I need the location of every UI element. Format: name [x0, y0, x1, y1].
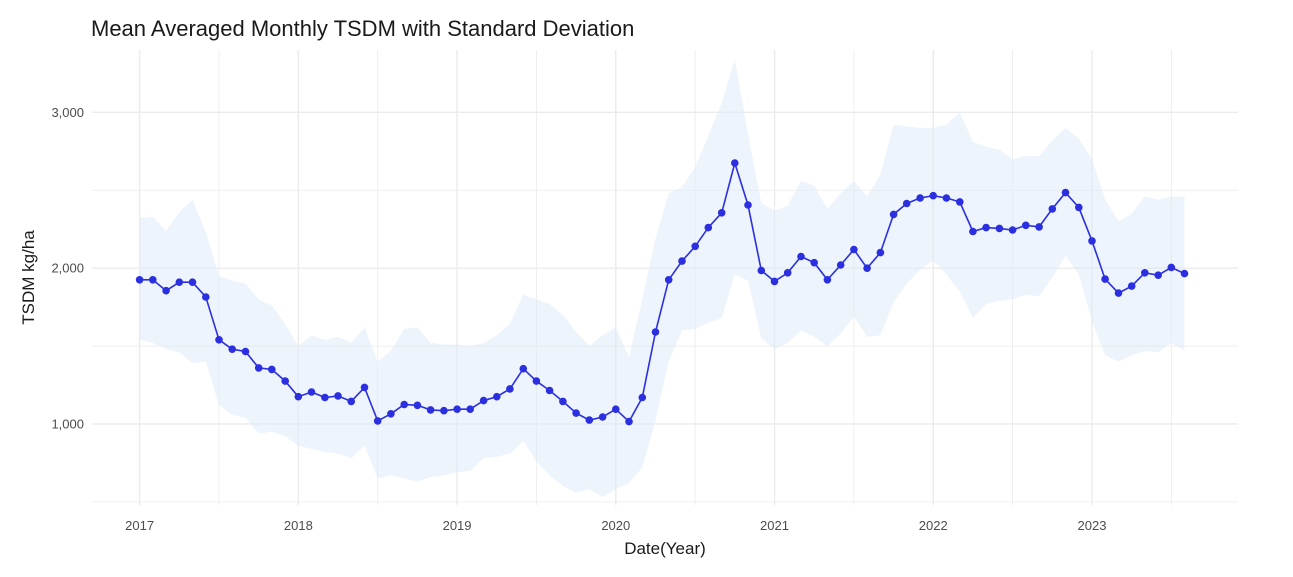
data-point [810, 258, 818, 267]
data-point [836, 261, 845, 269]
data-point [268, 365, 276, 374]
data-point [1048, 205, 1057, 213]
data-point [956, 198, 964, 206]
data-point [889, 210, 898, 219]
y-tick-label: 1,000 [51, 416, 84, 431]
data-point [493, 392, 501, 401]
data-point [863, 264, 871, 273]
data-point [466, 405, 475, 414]
data-point [1035, 223, 1043, 231]
data-point [188, 278, 197, 287]
data-point [334, 392, 342, 400]
data-point [585, 416, 594, 424]
data-point [664, 276, 673, 284]
data-point [413, 401, 422, 410]
std-dev-ribbon [139, 59, 1185, 498]
y-tick-label: 2,000 [51, 261, 84, 276]
data-point [876, 248, 885, 257]
data-point [770, 277, 779, 286]
data-point [1167, 263, 1176, 272]
data-point [519, 364, 528, 373]
data-point [241, 347, 250, 356]
data-point [916, 194, 924, 202]
data-point [651, 328, 660, 336]
x-tick-label: 2021 [760, 518, 789, 533]
y-axis-title: TSDM kg/ha [19, 230, 38, 325]
data-point [969, 227, 977, 236]
data-point [321, 393, 329, 402]
data-point [1141, 269, 1149, 277]
data-point [1008, 226, 1017, 234]
data-point [625, 417, 633, 426]
x-tick-label: 2017 [125, 518, 154, 533]
data-point [228, 345, 236, 354]
data-point [532, 377, 541, 385]
data-point [823, 276, 832, 284]
y-tick-label: 3,000 [51, 105, 84, 120]
data-point [612, 405, 620, 414]
data-point [678, 257, 686, 265]
x-tick-label: 2023 [1078, 518, 1107, 533]
data-point [426, 406, 435, 414]
data-point [162, 286, 170, 295]
x-tick-label: 2020 [601, 518, 630, 533]
data-point [373, 417, 382, 425]
x-tick-label: 2022 [919, 518, 948, 533]
data-point [1114, 289, 1123, 297]
x-tick-label: 2019 [443, 518, 472, 533]
data-point [294, 392, 303, 401]
data-point [757, 266, 766, 275]
data-point [1101, 275, 1109, 283]
x-axis-tick-labels: 2017 2018 2019 2020 2021 2022 2023 [125, 518, 1106, 533]
data-point [360, 383, 369, 392]
data-point [1127, 282, 1136, 290]
data-point [479, 396, 488, 405]
data-point [717, 209, 726, 217]
data-point [1075, 203, 1083, 212]
data-point [1022, 221, 1030, 230]
data-point [572, 409, 580, 417]
data-point [347, 397, 356, 406]
data-point [254, 364, 263, 372]
data-point [797, 252, 805, 261]
data-point [995, 224, 1004, 233]
data-point [942, 194, 951, 202]
chart-title: Mean Averaged Monthly TSDM with Standard… [91, 16, 635, 41]
data-point [281, 377, 290, 385]
data-point [929, 191, 937, 200]
data-point [453, 405, 461, 414]
data-point [783, 269, 792, 277]
data-point [149, 276, 157, 284]
data-point [850, 245, 858, 254]
data-point [691, 242, 699, 251]
data-point [1180, 269, 1189, 278]
data-point [1088, 237, 1096, 245]
data-point [559, 397, 567, 406]
y-axis-tick-labels: 1,000 2,000 3,000 [51, 105, 84, 432]
data-point [307, 388, 316, 396]
x-tick-label: 2018 [284, 518, 313, 533]
data-point [704, 223, 713, 232]
data-point [982, 223, 990, 232]
data-points [135, 159, 1189, 426]
data-point [1154, 271, 1162, 280]
data-point [1061, 188, 1070, 197]
data-point [215, 336, 223, 344]
data-point [638, 393, 647, 402]
x-axis-title: Date(Year) [624, 539, 706, 558]
data-point [598, 413, 607, 421]
data-point [545, 386, 554, 395]
data-point [202, 293, 210, 301]
data-point [902, 199, 911, 208]
data-point [506, 385, 514, 393]
data-point [400, 400, 409, 409]
data-point [440, 406, 448, 415]
data-point [744, 201, 752, 209]
data-point [731, 159, 739, 167]
data-point [135, 276, 144, 284]
data-point [175, 278, 184, 287]
data-point [387, 410, 395, 418]
